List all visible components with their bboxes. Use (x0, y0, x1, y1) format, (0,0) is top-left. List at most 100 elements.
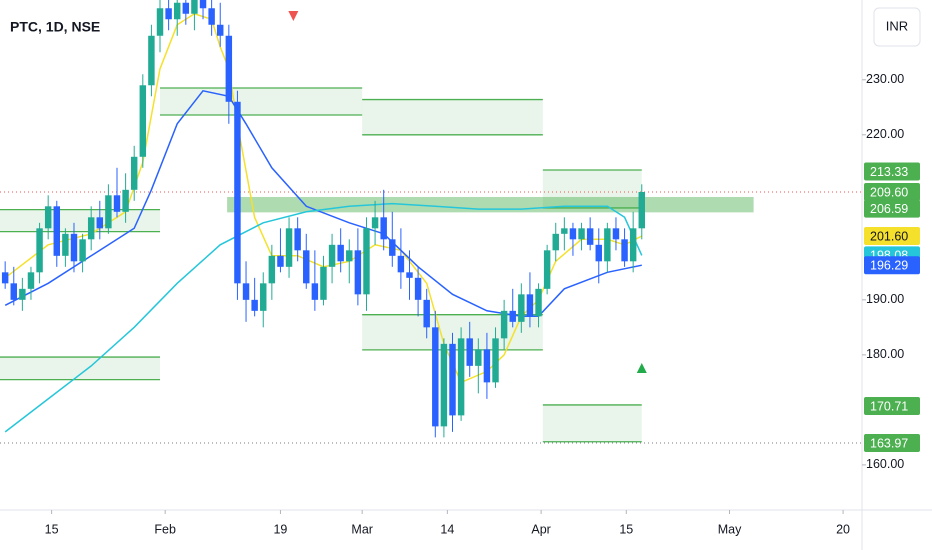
candle-body (311, 283, 319, 300)
currency-label[interactable]: INR (886, 18, 908, 33)
candle-body (251, 299, 258, 311)
signal-marker (288, 10, 299, 21)
candle-body (113, 195, 121, 212)
candle-body (156, 8, 164, 36)
price-label-box (864, 199, 920, 218)
channel-band (362, 99, 543, 135)
candle-body (199, 0, 207, 9)
candle-body (346, 250, 353, 262)
candle-body (320, 266, 327, 300)
candle-body (483, 349, 491, 383)
candle-body (475, 349, 482, 366)
price-label-box (864, 396, 920, 415)
candle-body (535, 288, 542, 317)
y-tick-label: 230.00 (866, 72, 904, 86)
candle-body (53, 206, 61, 256)
candle-body (586, 228, 594, 245)
candle-body (182, 2, 190, 14)
plot (0, 0, 862, 444)
price-label: 163.97 (870, 436, 908, 450)
candle-body (268, 255, 276, 284)
currency-button[interactable] (873, 7, 921, 47)
candle-body (234, 101, 241, 284)
candle-body (225, 35, 233, 102)
candle-body (62, 233, 69, 256)
candle-body (543, 250, 551, 289)
candle-body (87, 217, 95, 240)
price-label-box (864, 434, 920, 453)
candle-body (354, 250, 362, 295)
candle-body (294, 228, 301, 251)
candle-body (27, 272, 35, 289)
price-label: 201.60 (870, 229, 908, 243)
candle-body (96, 217, 104, 229)
candle-body (500, 310, 508, 339)
price-label: 209.60 (870, 185, 908, 199)
channel-band (0, 209, 161, 232)
candle-body (260, 283, 267, 311)
candle-body (518, 294, 525, 322)
x-tick-label: 15 (619, 522, 633, 536)
candle-body (526, 294, 534, 317)
channel-band (160, 88, 363, 115)
candle-body (285, 228, 293, 267)
candle-body (423, 299, 430, 328)
candle-body (638, 192, 645, 229)
y-tick-label: 220.00 (866, 127, 904, 141)
candle-body (449, 343, 456, 416)
candle-body (217, 24, 224, 36)
x-tick-label: Feb (154, 522, 176, 536)
price-label-box (864, 256, 920, 275)
price-label: 213.33 (870, 165, 908, 179)
candle-body (148, 35, 155, 86)
candle-body (371, 217, 379, 229)
candle-body (79, 239, 86, 262)
candle-body (552, 233, 559, 251)
candle-body (328, 244, 336, 267)
candle-body (380, 217, 387, 240)
candle-body (44, 206, 52, 229)
candle-body (208, 8, 215, 25)
price-label: 196.29 (870, 259, 908, 273)
candle-body (406, 272, 413, 278)
candle-body (165, 8, 172, 20)
candle-body (389, 239, 396, 256)
candle-body (509, 310, 516, 322)
candle-body (122, 189, 129, 212)
x-tick-label: 20 (836, 522, 850, 536)
candle-body (173, 2, 181, 20)
candle-body (19, 288, 26, 300)
x-tick-label: Mar (351, 522, 373, 536)
chart-title: PTC, 1D, NSE (10, 19, 100, 35)
candle-body (242, 283, 250, 300)
candle-body (466, 338, 473, 366)
candle-body (191, 0, 198, 14)
y-tick-label: 160.00 (866, 457, 904, 471)
candle-body (569, 228, 577, 240)
candle-body (621, 239, 628, 262)
moving-average (4, 202, 643, 433)
candle-body (604, 228, 611, 262)
signal-marker (636, 363, 647, 374)
candle-body (277, 255, 284, 267)
channel-band (0, 357, 161, 380)
axes: 230.00 220.00 190.00 180.00 160.00 15 Feb 19 Mar… (45, 72, 920, 536)
y-tick-label: 180.00 (866, 347, 904, 361)
price-label: 206.59 (870, 202, 908, 216)
candle-body (595, 244, 602, 262)
zone (227, 196, 754, 213)
price-label-box (864, 162, 920, 181)
x-tick-label: 15 (45, 522, 59, 536)
candle-body (629, 228, 637, 262)
title-backdrop (0, 12, 100, 42)
candle-body (414, 277, 422, 300)
candle-body (440, 343, 448, 427)
candle-body (363, 228, 370, 295)
candle-body (578, 228, 585, 240)
channel-band (542, 404, 642, 442)
candle-body (105, 195, 112, 229)
price-label: 170.71 (870, 399, 908, 413)
y-tick-label: 190.00 (866, 292, 904, 306)
